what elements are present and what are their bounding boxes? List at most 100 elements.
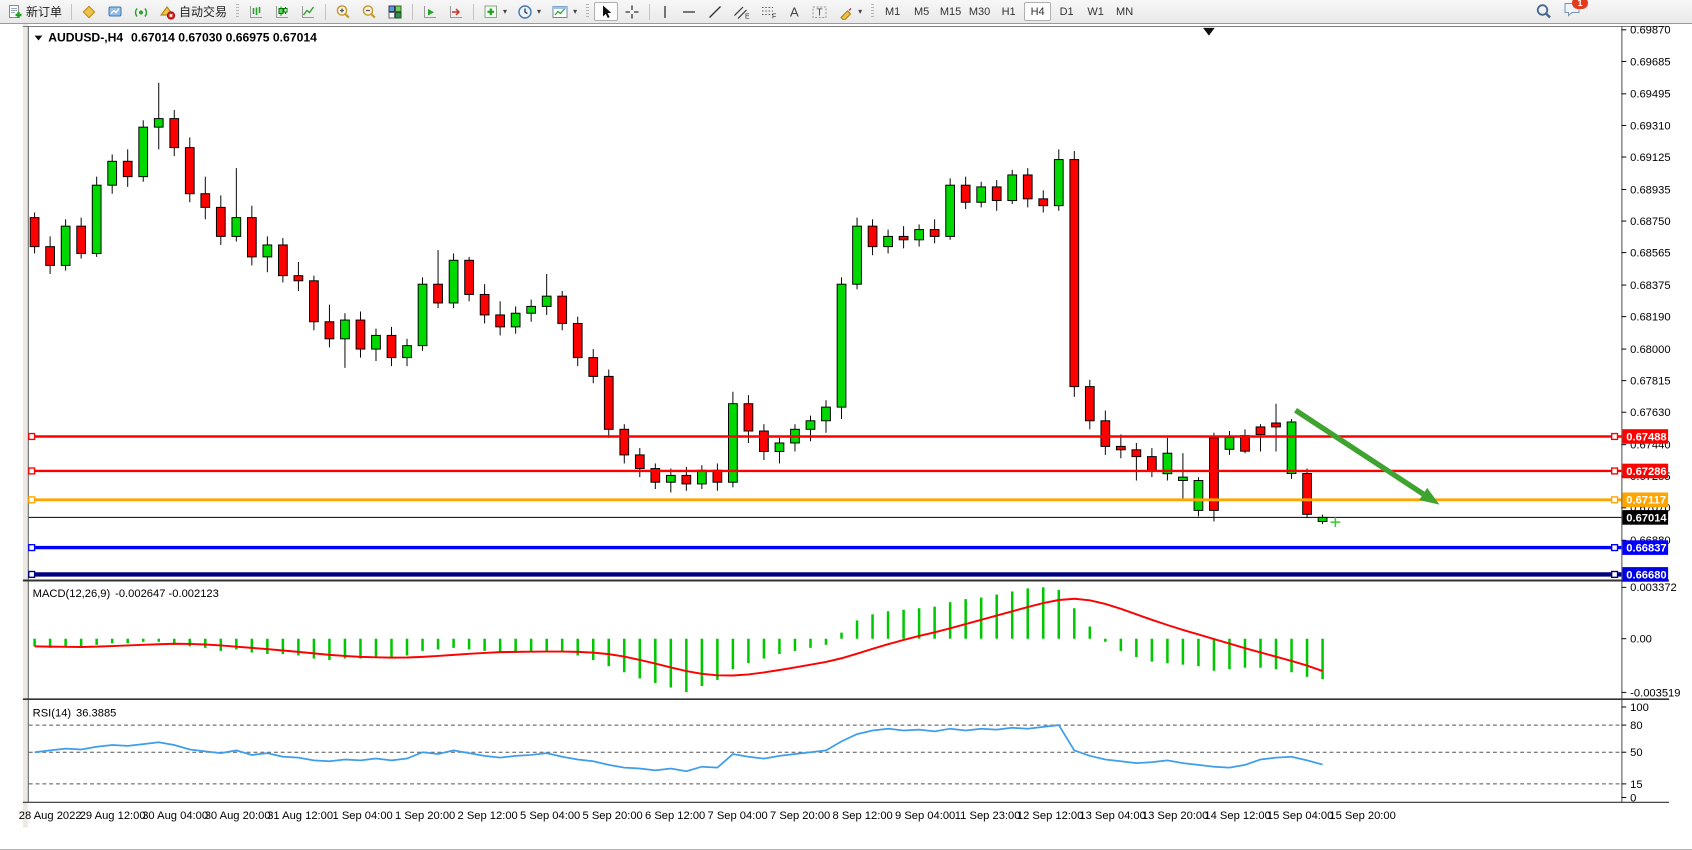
zoom-in-button[interactable] (331, 2, 355, 21)
indicators-button[interactable]: ▾ (479, 2, 511, 21)
line-anchor-marker[interactable] (28, 432, 36, 441)
search-button[interactable] (1531, 2, 1556, 21)
candle-down (650, 468, 661, 483)
candle-up (417, 283, 428, 347)
cursor-tool-button[interactable] (594, 2, 619, 21)
autotrading-icon (159, 4, 176, 20)
quick-trade-button[interactable] (77, 2, 101, 21)
line-anchor-marker[interactable] (28, 496, 36, 504)
line-anchor-marker[interactable] (1610, 544, 1619, 552)
annotations-layer[interactable] (1294, 408, 1440, 527)
toolbar-separator (473, 3, 475, 20)
line-anchor-marker[interactable] (1610, 432, 1619, 441)
candle-up (231, 217, 242, 237)
line-anchor-marker[interactable] (1610, 467, 1619, 475)
macd-tick-label: 0.003372 (1630, 582, 1677, 594)
periods-button[interactable]: ▾ (513, 2, 545, 21)
candle-down (122, 160, 133, 178)
line-anchor-marker[interactable] (1610, 570, 1619, 579)
chart-area: 0.69870 0.69685 0.69495 0.69310 0.69125 0.689… (0, 24, 1692, 850)
timeframe-button-W1[interactable]: W1 (1082, 2, 1109, 21)
autotrading-button[interactable]: 自动交易 (155, 2, 231, 21)
chart-shift-icon (448, 4, 464, 20)
candle-down (1240, 435, 1250, 452)
horizontal-lines-layer[interactable] (28, 432, 1622, 579)
svg-text:T: T (817, 7, 823, 18)
periods-clock-icon (517, 4, 533, 20)
line-anchor-marker[interactable] (28, 544, 36, 552)
candle-up (1178, 476, 1188, 482)
toolbar: 新订单 自动交易 (0, 0, 1692, 24)
candle-up (107, 160, 118, 186)
chart-shift-marker[interactable] (1203, 27, 1215, 36)
timeframe-button-H1[interactable]: H1 (995, 2, 1022, 21)
price-tick-label: 0.67815 (1630, 376, 1670, 388)
candle-down (1084, 386, 1095, 422)
candle-up (1162, 452, 1173, 475)
tile-windows-icon (387, 4, 403, 20)
candle-up (1193, 480, 1204, 511)
line-anchor-marker[interactable] (28, 570, 36, 579)
horizontal-line-tool-button[interactable] (677, 2, 701, 21)
tile-windows-button[interactable] (383, 2, 407, 21)
auto-scroll-button[interactable] (418, 2, 442, 21)
time-axis-label: 6 Sep 12:00 (645, 810, 705, 822)
candle-up (805, 420, 816, 430)
time-axis-label: 2 Sep 12:00 (458, 810, 518, 822)
candle-down (324, 321, 335, 340)
candle-up (371, 334, 381, 350)
price-tick-label: 0.68750 (1630, 216, 1670, 228)
text-label-tool-button[interactable]: T (807, 2, 832, 21)
one-click-trading-toggle-icon[interactable] (34, 35, 43, 41)
timeframe-button-D1[interactable]: D1 (1053, 2, 1080, 21)
timeframe-button-MN[interactable]: MN (1111, 2, 1138, 21)
trendline-tool-button[interactable] (703, 2, 727, 21)
timeframe-button-H4[interactable]: H4 (1024, 2, 1052, 21)
trend-arrow[interactable] (1294, 408, 1425, 497)
crosshair-tool-button[interactable] (620, 2, 644, 21)
candle-down (76, 225, 87, 254)
trend-arrow-head[interactable] (1419, 487, 1440, 505)
candle-up (526, 305, 537, 314)
equidistant-channel-tool-button[interactable]: E (729, 2, 754, 21)
vertical-line-tool-button[interactable] (655, 2, 675, 21)
templates-icon (551, 4, 569, 20)
timeframe-button-M15[interactable]: M15 (937, 2, 964, 21)
chevron-down-icon: ▾ (858, 7, 863, 16)
zoom-out-button[interactable] (357, 2, 381, 21)
price-axis[interactable]: 0.69870 0.69685 0.69495 0.69310 0.69125 0.689… (1621, 25, 1680, 805)
fibonacci-tool-button[interactable]: F (756, 2, 781, 21)
line-chart-button[interactable] (296, 2, 320, 21)
candle-down (557, 295, 568, 324)
candle-up (976, 186, 987, 203)
new-order-label: 新订单 (26, 5, 63, 19)
text-tool-button[interactable]: A (783, 2, 805, 21)
candlestick-chart-button[interactable] (270, 2, 294, 21)
time-axis-label: 5 Sep 04:00 (520, 810, 580, 822)
signals-button[interactable] (129, 2, 153, 21)
timeframe-button-M30[interactable]: M30 (966, 2, 993, 21)
line-anchor-marker[interactable] (1610, 496, 1619, 504)
price-tick-label: 0.69125 (1630, 152, 1670, 164)
price-line-label: 0.67286 (1626, 466, 1666, 478)
candle-up (1007, 174, 1018, 202)
timeframe-button-M1[interactable]: M1 (879, 2, 906, 21)
chart-canvas[interactable]: 0.69870 0.69685 0.69495 0.69310 0.69125 0.689… (0, 24, 1692, 850)
arrows-tool-button[interactable]: ▾ (834, 2, 866, 21)
new-order-button[interactable]: 新订单 (3, 2, 66, 21)
toolbar-separator (649, 3, 651, 20)
price-tick-label: 0.68190 (1630, 312, 1670, 324)
zoom-in-icon (335, 4, 351, 20)
timeframe-button-M5[interactable]: M5 (908, 2, 935, 21)
price-line-label: 0.66837 (1626, 542, 1666, 554)
community-button[interactable] (103, 2, 127, 21)
line-anchor-marker[interactable] (28, 467, 36, 475)
candle-up (883, 235, 893, 248)
bar-chart-button[interactable] (244, 2, 268, 21)
templates-button[interactable]: ▾ (547, 2, 581, 21)
candle-down (200, 193, 211, 208)
price-line-label-box (1622, 463, 1669, 479)
chart-shift-button[interactable] (444, 2, 468, 21)
chat-button[interactable]: 1 (1563, 0, 1588, 23)
